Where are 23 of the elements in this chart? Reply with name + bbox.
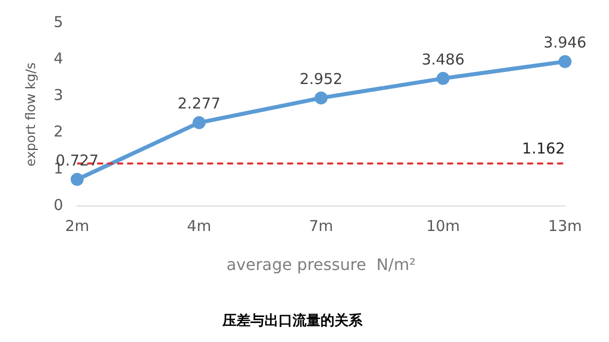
x-tick-label: 7m: [308, 216, 334, 235]
point: [192, 116, 206, 130]
text: 压差与出口流量的关系: [222, 312, 364, 330]
y-tick-label: 2: [54, 122, 64, 141]
point: [558, 55, 572, 68]
x-tick-label: 2m: [65, 216, 90, 235]
y-tick-label: 0: [54, 196, 64, 214]
x-tick-label: 13m: [548, 216, 582, 235]
x-tick-label: 4m: [187, 216, 212, 235]
data-label: 2.277: [178, 94, 221, 113]
point: [70, 172, 84, 186]
data-label: 3.486: [422, 50, 465, 68]
x-tick-label: 10m: [426, 216, 460, 235]
y-tick-label: 4: [54, 49, 64, 68]
data-label: 2.952: [300, 70, 343, 88]
point: [314, 91, 328, 104]
ref-line-label: 1.162: [522, 139, 565, 158]
point: [436, 72, 450, 85]
y-tick-label: 5: [54, 12, 64, 31]
y-tick-label: 3: [54, 86, 64, 104]
data-label: 3.946: [544, 34, 586, 52]
y-axis-title: export flow kg/s: [24, 62, 40, 167]
x-axis-title: average pressure N/m²: [226, 254, 416, 274]
